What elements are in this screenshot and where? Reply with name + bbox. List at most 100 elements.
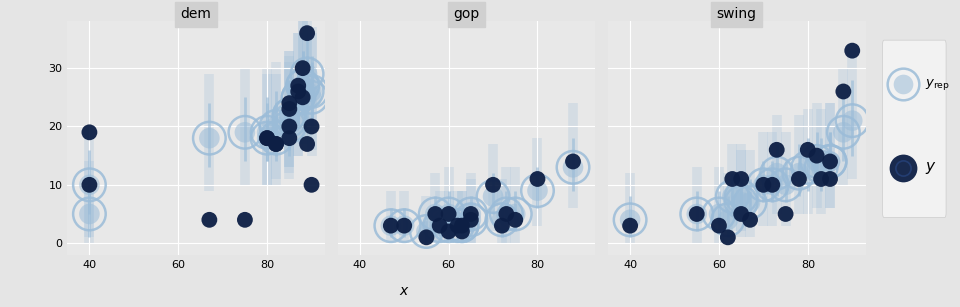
Point [896,166,911,171]
Point [281,112,297,117]
Point [896,82,911,87]
Point [565,165,581,170]
Point [304,124,320,129]
Point [295,66,310,71]
Point [769,171,784,176]
Point [396,223,412,228]
Text: x: x [399,284,407,298]
Point [202,136,217,141]
Point [300,72,315,76]
Point [259,136,275,141]
Point [419,235,434,240]
Point [82,212,97,216]
Point [742,200,757,205]
Point [441,212,456,216]
Point [733,200,749,205]
Point [463,212,478,216]
Point [486,194,501,199]
Point [733,177,749,181]
Point [304,182,320,187]
Point [823,159,838,164]
Point [300,89,315,94]
Point [836,89,852,94]
Point [427,212,443,216]
Point [742,217,757,222]
Point [494,217,510,222]
Point [756,182,771,187]
Point [711,223,727,228]
Point [450,223,466,228]
Point [498,212,514,216]
Point [823,177,838,181]
Point [202,217,217,222]
Point [463,217,478,222]
Point [463,217,478,222]
Point [823,159,838,164]
Point [530,188,545,193]
Point [791,171,806,176]
Point [419,229,434,234]
Point [432,223,447,228]
Point [809,153,825,158]
Point [742,200,757,205]
Point [259,136,275,141]
Point [300,72,315,76]
Point [269,142,284,146]
Point [494,223,510,228]
Point [845,118,860,123]
Point [269,124,284,129]
Point [300,31,315,36]
Point [769,171,784,176]
Point [764,182,780,187]
Point [295,83,310,88]
Point [622,217,637,222]
Point [259,136,275,141]
Point [845,118,860,123]
Point [711,212,727,216]
Point [689,212,705,216]
Point [800,147,815,152]
Point [530,177,545,181]
Point [82,182,97,187]
Point [281,136,297,141]
Point [720,217,735,222]
Point [291,95,306,100]
Point [427,212,443,216]
Point [791,177,806,181]
Point [295,83,310,88]
Point [269,142,284,146]
Point [304,95,320,100]
Point [202,136,217,141]
Point [281,124,297,129]
Point [813,165,828,170]
Point [689,212,705,216]
Point [733,200,749,205]
Point [450,223,466,228]
Point [396,223,412,228]
Point [441,229,456,234]
Point [281,118,297,123]
Point [508,217,523,222]
Point [432,223,447,228]
Point [82,182,97,187]
Point [295,95,310,100]
Point [281,118,297,123]
Point [259,136,275,141]
Point [281,112,297,117]
Point [281,112,297,117]
Point [291,95,306,100]
Point [498,212,514,216]
Point [419,229,434,234]
Point [494,217,510,222]
Point [896,166,911,171]
Text: $y_{\mathregular{rep}}$: $y_{\mathregular{rep}}$ [925,77,950,92]
Point [383,223,398,228]
Point [454,223,469,228]
Point [269,124,284,129]
Point [269,136,284,141]
Point [281,101,297,106]
Point [281,112,297,117]
Point [441,212,456,216]
Point [778,182,793,187]
Point [622,217,637,222]
